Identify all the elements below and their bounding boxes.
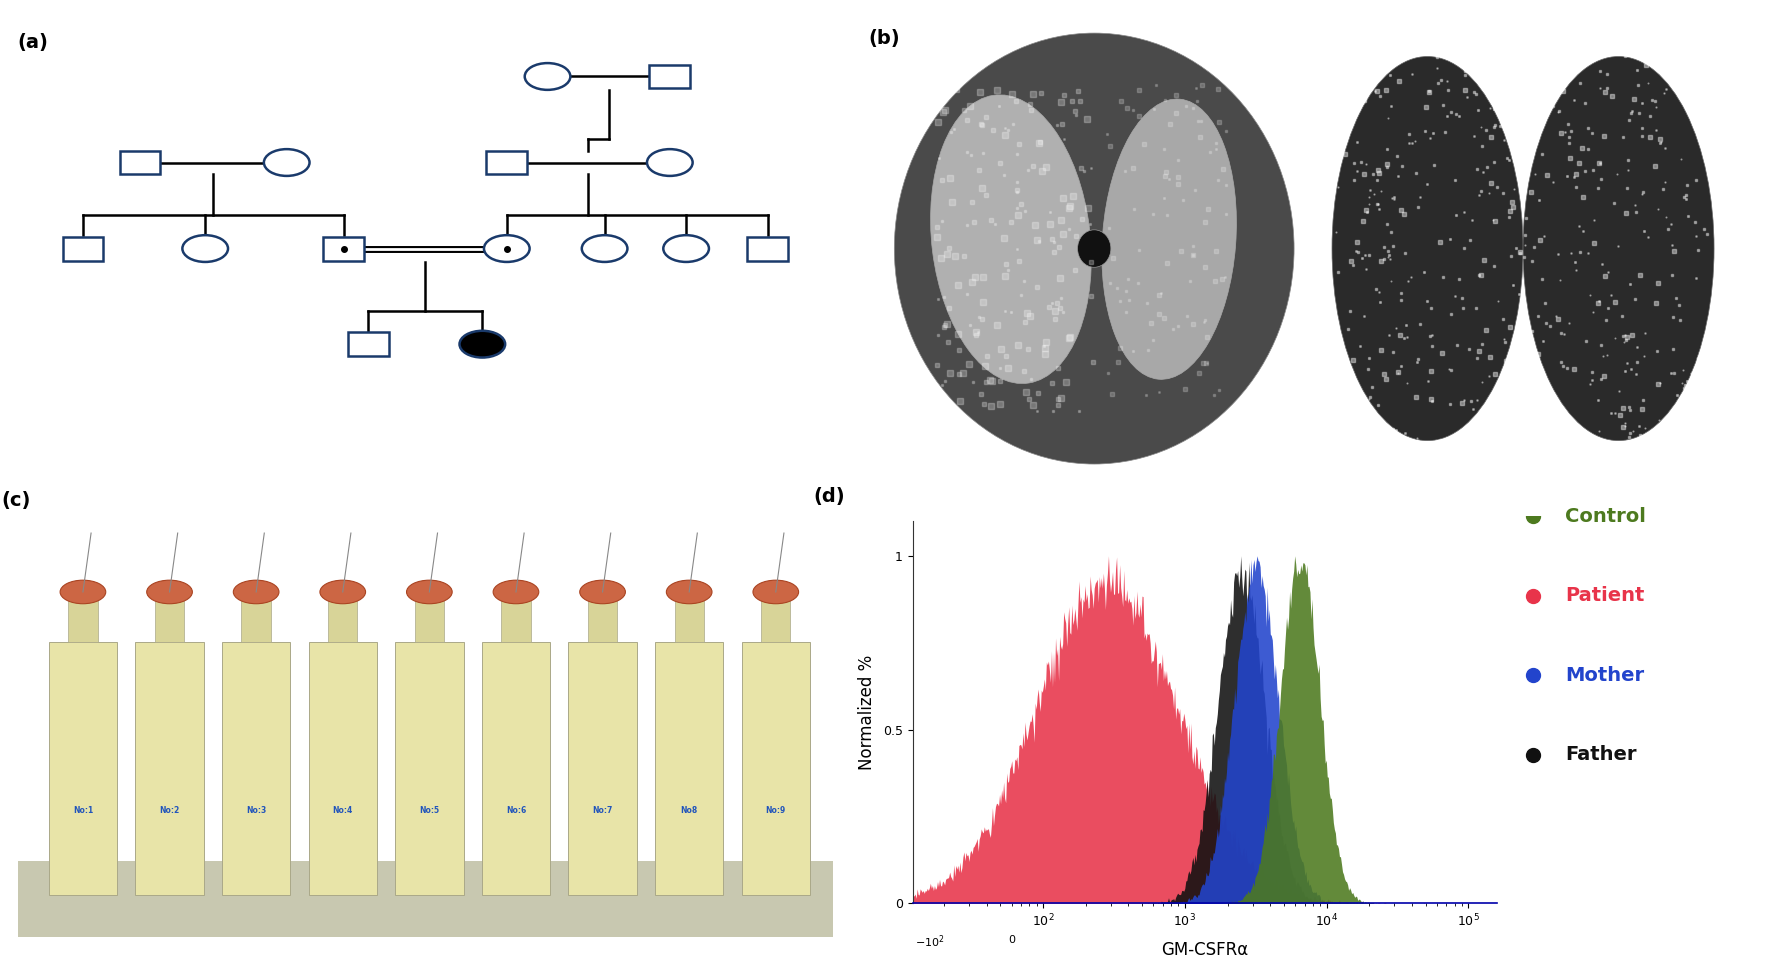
- Text: $0$: $0$: [1008, 933, 1015, 945]
- Bar: [347, 333, 388, 357]
- Text: $-10^2$: $-10^2$: [916, 933, 944, 949]
- Bar: [154, 600, 184, 642]
- Circle shape: [663, 235, 709, 262]
- Bar: [119, 151, 159, 175]
- Bar: [649, 65, 689, 89]
- Bar: [69, 600, 97, 642]
- Circle shape: [581, 235, 627, 262]
- Ellipse shape: [1102, 99, 1237, 380]
- Text: (b): (b): [868, 29, 900, 48]
- Bar: [323, 237, 363, 261]
- Bar: [241, 600, 271, 642]
- Text: (d): (d): [813, 487, 845, 506]
- Circle shape: [579, 580, 626, 604]
- Text: No:5: No:5: [420, 806, 439, 815]
- Bar: [135, 642, 204, 895]
- Bar: [415, 600, 445, 642]
- Circle shape: [493, 580, 539, 604]
- Text: No:9: No:9: [766, 806, 787, 815]
- Ellipse shape: [895, 33, 1294, 464]
- Bar: [762, 600, 790, 642]
- Bar: [748, 237, 789, 261]
- Circle shape: [484, 235, 530, 262]
- Bar: [62, 237, 103, 261]
- Circle shape: [234, 580, 278, 604]
- Circle shape: [753, 580, 799, 604]
- Circle shape: [406, 580, 452, 604]
- Text: No:3: No:3: [246, 806, 266, 815]
- Text: (a): (a): [18, 33, 48, 53]
- Circle shape: [183, 235, 229, 262]
- Circle shape: [1077, 229, 1111, 268]
- Text: (c): (c): [2, 491, 30, 510]
- Circle shape: [264, 149, 310, 176]
- Bar: [482, 642, 549, 895]
- Circle shape: [321, 580, 365, 604]
- Bar: [588, 600, 617, 642]
- Bar: [222, 642, 291, 895]
- Text: No:1: No:1: [73, 806, 94, 815]
- Bar: [569, 642, 636, 895]
- Circle shape: [459, 331, 505, 358]
- Bar: [486, 151, 526, 175]
- X-axis label: GM-CSFRα: GM-CSFRα: [1161, 941, 1249, 956]
- Bar: [501, 600, 530, 642]
- Text: Control: Control: [1565, 507, 1646, 526]
- Text: Father: Father: [1565, 746, 1637, 765]
- Circle shape: [666, 580, 712, 604]
- Text: No8: No8: [680, 806, 698, 815]
- Text: Mother: Mother: [1565, 665, 1644, 684]
- Circle shape: [647, 149, 693, 176]
- Y-axis label: Normalized %: Normalized %: [858, 655, 875, 770]
- Bar: [328, 600, 358, 642]
- Bar: [308, 642, 377, 895]
- Circle shape: [525, 63, 571, 90]
- Ellipse shape: [930, 95, 1092, 383]
- Circle shape: [147, 580, 193, 604]
- Bar: [741, 642, 810, 895]
- Bar: [656, 642, 723, 895]
- Bar: [395, 642, 464, 895]
- Bar: [48, 642, 117, 895]
- Text: Patient: Patient: [1565, 586, 1644, 605]
- Text: No:7: No:7: [592, 806, 613, 815]
- Circle shape: [60, 580, 106, 604]
- Text: No:4: No:4: [333, 806, 353, 815]
- Text: No:6: No:6: [505, 806, 526, 815]
- Bar: [675, 600, 703, 642]
- Text: No:2: No:2: [159, 806, 179, 815]
- Ellipse shape: [1522, 56, 1714, 441]
- Ellipse shape: [1333, 56, 1524, 441]
